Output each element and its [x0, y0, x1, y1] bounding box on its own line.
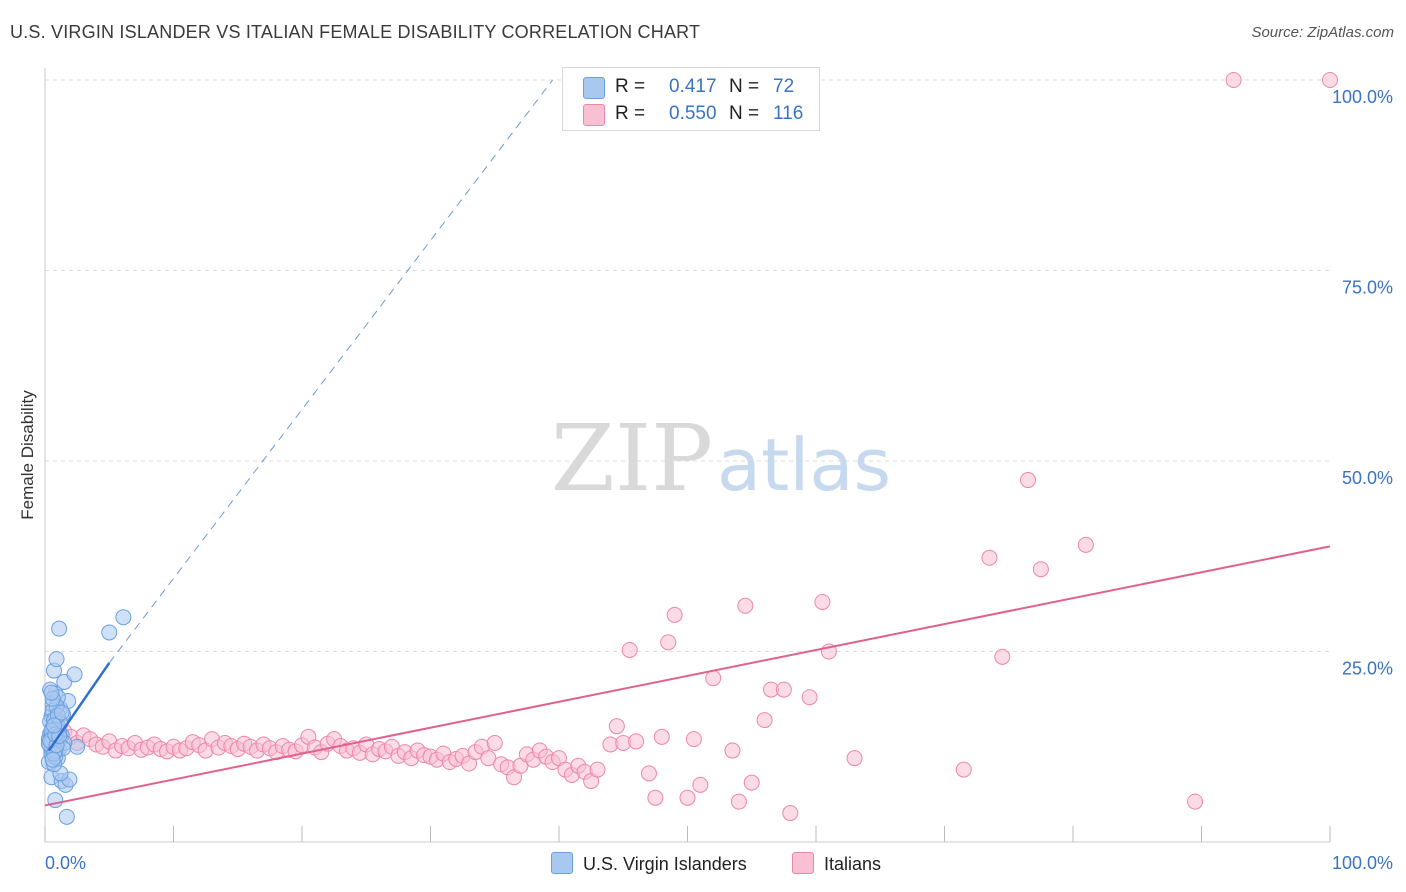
italians-point: [1032, 561, 1049, 578]
correlation-legend: R = 0.417 N = 72 R = 0.550 N = 116: [562, 67, 820, 131]
virgin-islanders-point: [53, 704, 70, 721]
italians-point: [647, 789, 664, 806]
y-tick-label: 100.0%: [1332, 87, 1393, 107]
virgin-islanders-point: [51, 620, 68, 637]
watermark: ZIP atlas: [551, 405, 891, 512]
italians-trendline: [44, 545, 1331, 807]
italians-point: [730, 793, 747, 810]
source-label: Source: ZipAtlas.com: [1251, 24, 1394, 41]
italians-point: [621, 641, 638, 658]
virgin-islanders-trendline: [47, 662, 111, 752]
legend-swatch-blue: [583, 77, 605, 99]
virgin-islanders-point: [48, 651, 65, 668]
legend-n-label: N =: [729, 103, 760, 124]
italians-point: [801, 689, 818, 706]
trendlines: [44, 79, 1331, 807]
virgin-islanders-point: [45, 717, 62, 734]
x-tick-label-min: 0.0%: [45, 853, 86, 873]
italians-point: [685, 731, 702, 748]
italians-point: [756, 712, 773, 729]
italians-point: [1020, 472, 1037, 489]
y-tick-label: 25.0%: [1342, 659, 1393, 679]
y-tick-label: 50.0%: [1342, 468, 1393, 488]
legend-r-value: 0.550: [669, 103, 717, 124]
italians-point: [814, 593, 831, 610]
legend-n-value: 72: [773, 76, 795, 97]
legend-r-label: R =: [615, 103, 646, 124]
legend-n-label: N =: [729, 76, 760, 97]
italians-point: [775, 681, 792, 698]
gridlines: [45, 79, 1330, 652]
italians-point: [666, 606, 683, 623]
italians-point: [1225, 72, 1242, 88]
tick-labels: 25.0% 50.0% 75.0% 100.0% 0.0% 100.0%: [45, 87, 1393, 873]
y-tick-label: 75.0%: [1342, 278, 1393, 298]
x-tick-label-max: 100.0%: [1332, 853, 1393, 873]
italians-point: [486, 734, 503, 751]
italians-point: [846, 750, 863, 767]
italians-point: [653, 728, 670, 745]
legend-n-value: 116: [773, 103, 804, 124]
italians-point: [589, 761, 606, 778]
legend-swatch-pink: [583, 104, 605, 126]
legend-r-label: R =: [615, 76, 646, 97]
virgin-islanders-point: [58, 808, 75, 825]
virgin-islanders-points: [40, 609, 132, 825]
italians-point: [692, 776, 709, 793]
virgin-islanders-point: [43, 684, 60, 701]
italians-point: [743, 774, 760, 791]
y-axis-label: Female Disability: [18, 390, 37, 520]
bottom-legend-virgin-islanders: U.S. Virgin Islanders: [551, 852, 747, 875]
italians-point: [640, 765, 657, 782]
bottom-legend-swatch-pink: [792, 852, 814, 874]
italians-point: [660, 634, 677, 651]
bottom-legend-swatch-blue: [551, 852, 573, 874]
watermark-atlas: atlas: [717, 423, 891, 507]
legend-r-value: 0.417: [669, 76, 717, 97]
italians-point: [782, 805, 799, 822]
bottom-legend-label: Italians: [824, 854, 882, 874]
italians-point: [480, 750, 497, 767]
virgin-islanders-point: [66, 666, 83, 683]
virgin-islanders-point: [101, 624, 118, 641]
italians-point: [955, 761, 972, 778]
italians-point: [1187, 793, 1204, 810]
virgin-islanders-point: [44, 751, 61, 768]
italians-point: [679, 789, 696, 806]
watermark-zip: ZIP: [551, 405, 713, 512]
italians-point: [1322, 72, 1338, 88]
italians-point: [705, 670, 722, 687]
virgin-islanders-point: [115, 609, 132, 626]
italians-point: [724, 742, 741, 759]
italians-point: [628, 733, 645, 750]
italians-point: [737, 597, 754, 614]
italians-point: [981, 549, 998, 566]
chart-title: U.S. VIRGIN ISLANDER VS ITALIAN FEMALE D…: [10, 22, 701, 42]
italians-point: [1077, 536, 1094, 553]
italians-points: [49, 72, 1338, 822]
italians-point: [608, 718, 625, 735]
virgin-islanders-trendline-extension: [108, 79, 553, 664]
bottom-legend-italians: Italians: [792, 852, 881, 875]
italians-point: [994, 648, 1011, 665]
bottom-legend-label: U.S. Virgin Islanders: [583, 854, 747, 874]
